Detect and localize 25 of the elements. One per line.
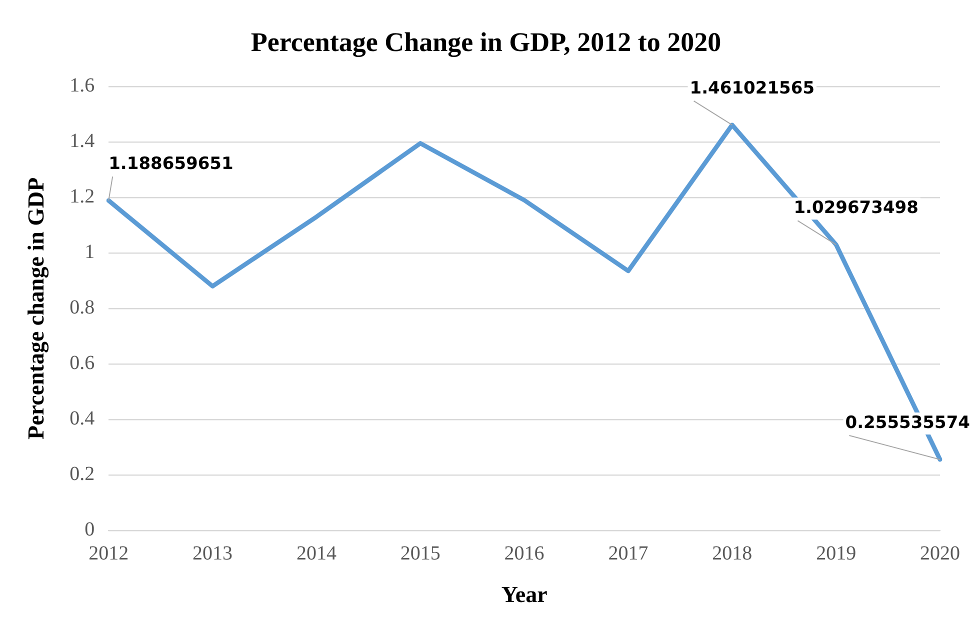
x-tick-label: 2015 xyxy=(400,542,440,565)
y-tick-label: 1.6 xyxy=(70,74,95,97)
data-label: 1.029673498 xyxy=(794,198,918,218)
data-label: 1.188659651 xyxy=(108,154,234,174)
x-tick-label: 2018 xyxy=(712,542,752,565)
y-tick-label: 0.8 xyxy=(70,296,95,319)
data-label: 0.255535574 xyxy=(845,412,970,433)
y-tick-label: 1.2 xyxy=(70,186,95,208)
y-tick-label: 0.4 xyxy=(70,408,95,430)
y-tick-label: 1.4 xyxy=(70,130,95,152)
x-tick-label: 2012 xyxy=(88,542,129,565)
x-tick-label: 2017 xyxy=(608,542,648,565)
y-tick-label: 0.6 xyxy=(70,352,95,374)
y-axis-title: Percentage change in GDP xyxy=(24,177,50,440)
x-tick-label: 2014 xyxy=(296,542,336,565)
data-label: 1.461021565 xyxy=(690,78,815,98)
y-tick-label: 0 xyxy=(84,518,95,541)
x-tick-label: 2013 xyxy=(192,542,233,565)
x-tick-label: 2020 xyxy=(920,542,960,565)
x-tick-label: 2019 xyxy=(816,542,856,565)
chart-title: Percentage Change in GDP, 2012 to 2020 xyxy=(250,27,722,58)
x-tick-label: 2016 xyxy=(504,542,544,565)
y-tick-label: 0.2 xyxy=(70,463,95,486)
y-tick-label: 1 xyxy=(84,241,95,264)
x-axis-title: Year xyxy=(501,582,548,608)
